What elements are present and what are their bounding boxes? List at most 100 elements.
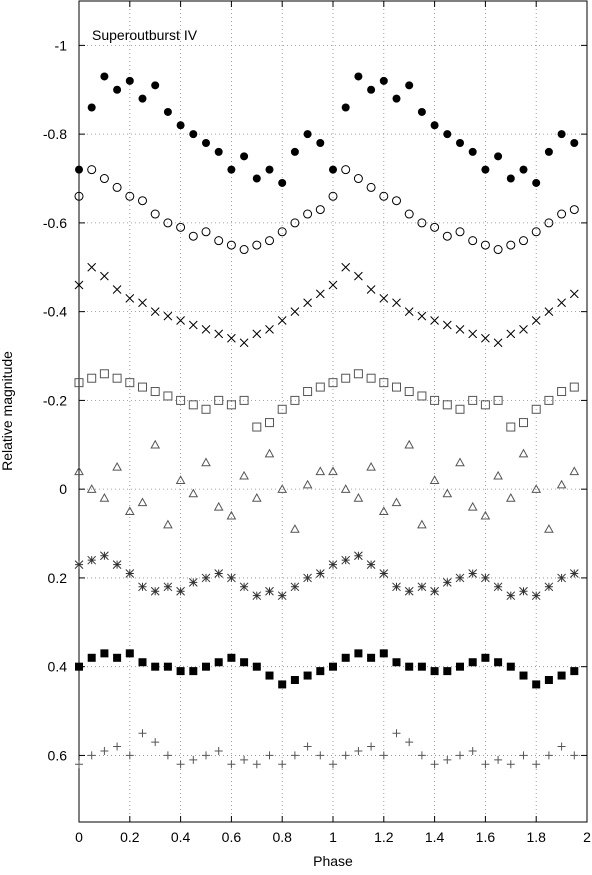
- point: [468, 658, 477, 667]
- point: [226, 240, 236, 250]
- y-tick-label: 0: [59, 481, 67, 497]
- point: [315, 466, 326, 476]
- point: [303, 671, 312, 680]
- y-tick-label: -0.4: [43, 304, 67, 320]
- point: [265, 671, 274, 680]
- point: [150, 209, 160, 219]
- y-axis-label: Relative magnitude: [0, 351, 15, 471]
- point: [227, 165, 236, 174]
- point: [506, 591, 516, 601]
- point: [493, 582, 503, 592]
- x-tick-label: 0: [75, 829, 83, 845]
- point: [214, 569, 224, 578]
- point: [557, 573, 566, 583]
- y-tick-label: 0.6: [48, 747, 68, 763]
- point: [176, 222, 186, 232]
- point: [531, 316, 541, 325]
- point: [417, 662, 426, 671]
- point: [125, 191, 135, 201]
- point: [442, 231, 452, 241]
- y-tick-label: -0.2: [43, 392, 67, 408]
- point: [277, 316, 287, 325]
- point: [569, 382, 579, 392]
- point: [557, 742, 566, 751]
- plot-frame: [78, 0, 588, 823]
- point: [99, 174, 109, 184]
- point: [468, 569, 478, 578]
- point: [328, 560, 338, 569]
- point: [354, 271, 363, 281]
- point: [125, 569, 135, 578]
- point: [404, 209, 414, 219]
- y-tick-label: 0.2: [48, 570, 68, 586]
- point: [188, 231, 198, 241]
- point: [112, 182, 122, 192]
- point: [188, 320, 198, 330]
- point: [570, 667, 579, 676]
- point: [557, 387, 567, 397]
- point: [252, 760, 261, 769]
- point: [277, 227, 287, 237]
- point: [378, 506, 389, 516]
- y-tick-label: 0.4: [48, 659, 68, 675]
- point: [137, 497, 148, 507]
- point: [532, 680, 541, 689]
- point: [315, 382, 325, 392]
- point: [277, 484, 288, 493]
- point: [124, 506, 135, 516]
- point: [252, 174, 261, 183]
- point: [201, 404, 211, 414]
- point: [329, 760, 337, 769]
- point: [100, 271, 109, 281]
- point: [481, 760, 490, 769]
- point: [455, 227, 465, 237]
- point: [328, 378, 338, 388]
- point: [354, 746, 363, 755]
- point: [328, 466, 338, 476]
- point: [442, 400, 452, 410]
- point: [341, 653, 350, 662]
- point: [176, 586, 185, 596]
- point: [480, 510, 491, 520]
- point: [417, 519, 427, 529]
- point: [570, 139, 579, 148]
- point: [417, 218, 427, 228]
- point: [214, 746, 223, 755]
- point: [138, 582, 147, 592]
- point: [455, 573, 465, 583]
- point: [493, 470, 503, 480]
- point: [544, 582, 554, 592]
- point: [252, 422, 262, 432]
- point: [87, 103, 96, 112]
- point: [113, 653, 122, 662]
- point: [366, 285, 376, 294]
- point: [87, 373, 97, 383]
- point: [494, 755, 503, 764]
- point: [519, 325, 528, 334]
- point: [175, 475, 186, 484]
- point: [239, 338, 249, 348]
- point: [443, 667, 452, 676]
- point: [505, 493, 516, 502]
- point: [176, 121, 185, 130]
- point: [404, 439, 415, 449]
- point: [442, 488, 453, 498]
- point: [468, 746, 477, 755]
- point: [163, 582, 173, 592]
- point: [367, 85, 376, 94]
- point: [290, 395, 300, 405]
- point: [151, 738, 160, 747]
- point: [569, 466, 580, 476]
- point: [430, 667, 439, 676]
- point: [74, 378, 84, 388]
- point: [290, 675, 299, 684]
- point: [379, 293, 389, 303]
- point: [176, 667, 185, 676]
- point: [519, 165, 528, 174]
- point: [202, 662, 210, 671]
- point: [201, 325, 211, 334]
- point: [125, 293, 135, 303]
- point: [405, 738, 414, 747]
- point: [240, 658, 249, 667]
- point: [138, 298, 147, 308]
